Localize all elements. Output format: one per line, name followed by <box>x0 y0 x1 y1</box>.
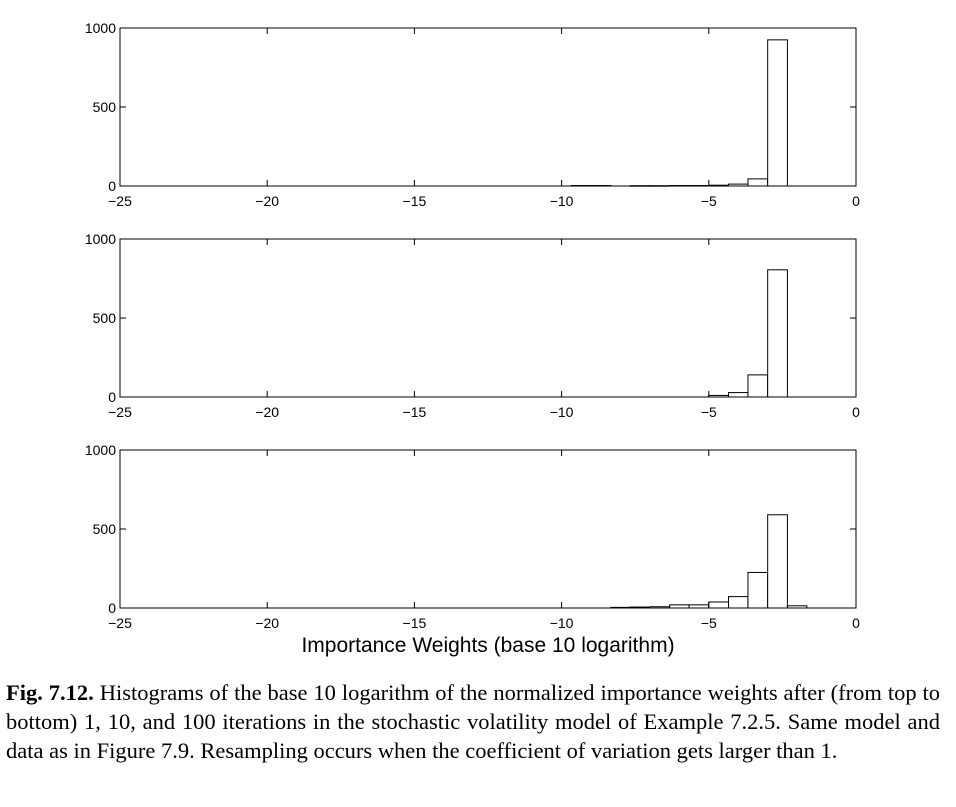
plot-frame <box>119 449 857 609</box>
x-tick-label: −10 <box>550 615 574 631</box>
x-tick-label: −5 <box>701 615 717 631</box>
x-tick-label: 0 <box>852 404 860 420</box>
x-tick-label: −5 <box>701 193 717 209</box>
y-tick-label: 0 <box>108 178 116 194</box>
histogram-bar <box>767 269 788 398</box>
x-tick-label: −15 <box>403 404 427 420</box>
histogram-bar <box>708 601 730 609</box>
y-tick-label: 1000 <box>85 20 116 36</box>
x-tick-label: −20 <box>255 615 279 631</box>
figure-caption: Fig. 7.12. Histograms of the base 10 log… <box>6 678 940 765</box>
y-tick-label: 500 <box>93 99 117 115</box>
y-tick-label: 1000 <box>85 231 116 247</box>
histogram-bar <box>728 392 749 398</box>
figure: −25 −20 −15 −10 −5 0 0 500 1000 −25 −20 −15 −10 −5 0 0 5… <box>85 20 860 657</box>
x-tick-label: −15 <box>403 615 427 631</box>
plot-frame <box>119 238 857 398</box>
histogram-bar <box>728 596 749 609</box>
x-tick-label: 0 <box>852 615 860 631</box>
y-tick-label: 0 <box>108 600 116 616</box>
y-tick-label: 500 <box>93 310 117 326</box>
x-tick-label: −20 <box>255 193 279 209</box>
x-axis-label: Importance Weights (base 10 logarithm) <box>301 634 674 657</box>
x-tick-label: −10 <box>550 193 574 209</box>
y-tick-label: 500 <box>93 521 117 537</box>
x-tick-label: −25 <box>108 404 132 420</box>
x-tick-label: 0 <box>852 193 860 209</box>
caption-label: Fig. 7.12. <box>6 680 94 705</box>
x-tick-label: −15 <box>403 193 427 209</box>
histogram-bar <box>747 178 769 187</box>
x-tick-label: −25 <box>108 193 132 209</box>
histogram-panel-2: −25 −20 −15 −10 −5 0 0 500 1000 <box>85 231 860 420</box>
x-tick-label: −20 <box>255 404 279 420</box>
histogram-panel-1: −25 −20 −15 −10 −5 0 0 500 1000 <box>85 20 860 209</box>
caption-text: Histograms of the base 10 logarithm of t… <box>6 680 941 763</box>
x-tick-label: −10 <box>550 404 574 420</box>
y-tick-label: 0 <box>108 389 116 405</box>
histogram-panels: −25 −20 −15 −10 −5 0 0 500 1000 −25 −20 −15 −10 −5 0 0 5… <box>85 20 860 631</box>
histogram-bar <box>767 514 788 609</box>
x-tick-label: −5 <box>701 404 717 420</box>
histogram-panel-3: −25 −20 −15 −10 −5 0 0 500 1000 <box>85 442 860 631</box>
histogram-bar <box>767 39 788 187</box>
y-tick-label: 1000 <box>85 442 116 458</box>
x-tick-label: −25 <box>108 615 132 631</box>
histogram-bar <box>747 571 769 609</box>
histogram-bar <box>747 374 769 398</box>
plot-frame <box>119 27 857 187</box>
